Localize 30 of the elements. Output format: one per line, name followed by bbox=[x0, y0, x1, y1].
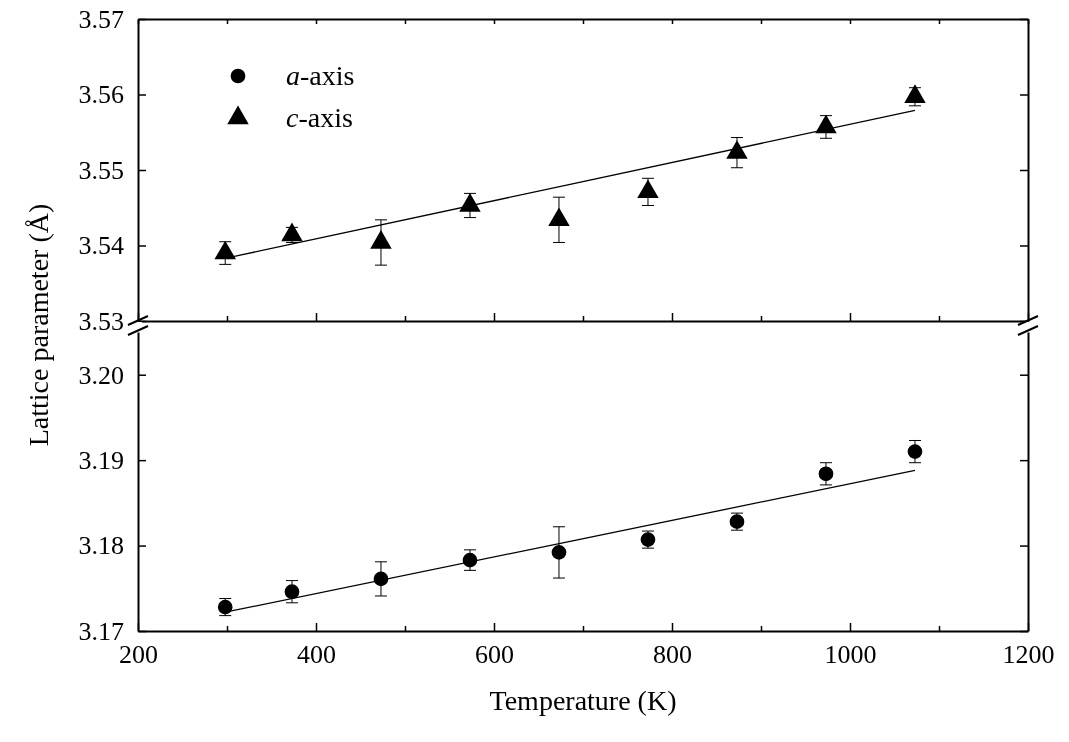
point bbox=[459, 193, 481, 212]
x-tick-label: 800 bbox=[653, 640, 692, 670]
point bbox=[907, 444, 923, 459]
y-tick-label: 3.19 bbox=[78, 445, 124, 475]
y-tick-label: 3.55 bbox=[78, 155, 124, 185]
x-tick-label: 400 bbox=[297, 640, 336, 670]
point bbox=[548, 207, 570, 227]
x-axis-title: Temperature (K) bbox=[489, 685, 677, 716]
point bbox=[726, 140, 748, 159]
point bbox=[904, 84, 926, 103]
legend-label: a-axis bbox=[286, 60, 355, 91]
point bbox=[284, 584, 300, 600]
point bbox=[214, 240, 236, 260]
y-tick-label: 3.56 bbox=[78, 80, 124, 110]
legend-label: c-axis bbox=[286, 102, 353, 133]
y-tick-label: 3.20 bbox=[78, 360, 124, 390]
x-tick-label: 1000 bbox=[824, 640, 877, 670]
point bbox=[815, 114, 837, 134]
point bbox=[818, 466, 834, 482]
point bbox=[370, 230, 392, 249]
x-tick-label: 1200 bbox=[1002, 640, 1055, 670]
y-tick-label: 3.57 bbox=[78, 4, 124, 34]
point bbox=[551, 545, 567, 560]
y-tick-label: 3.18 bbox=[78, 531, 124, 561]
point bbox=[637, 179, 659, 199]
x-tick-label: 600 bbox=[475, 640, 514, 670]
y-tick-label: 3.54 bbox=[78, 231, 124, 261]
point bbox=[373, 571, 389, 587]
y-tick-label: 3.53 bbox=[78, 306, 124, 336]
y-axis-title: Lattice parameter (Å) bbox=[23, 203, 54, 447]
